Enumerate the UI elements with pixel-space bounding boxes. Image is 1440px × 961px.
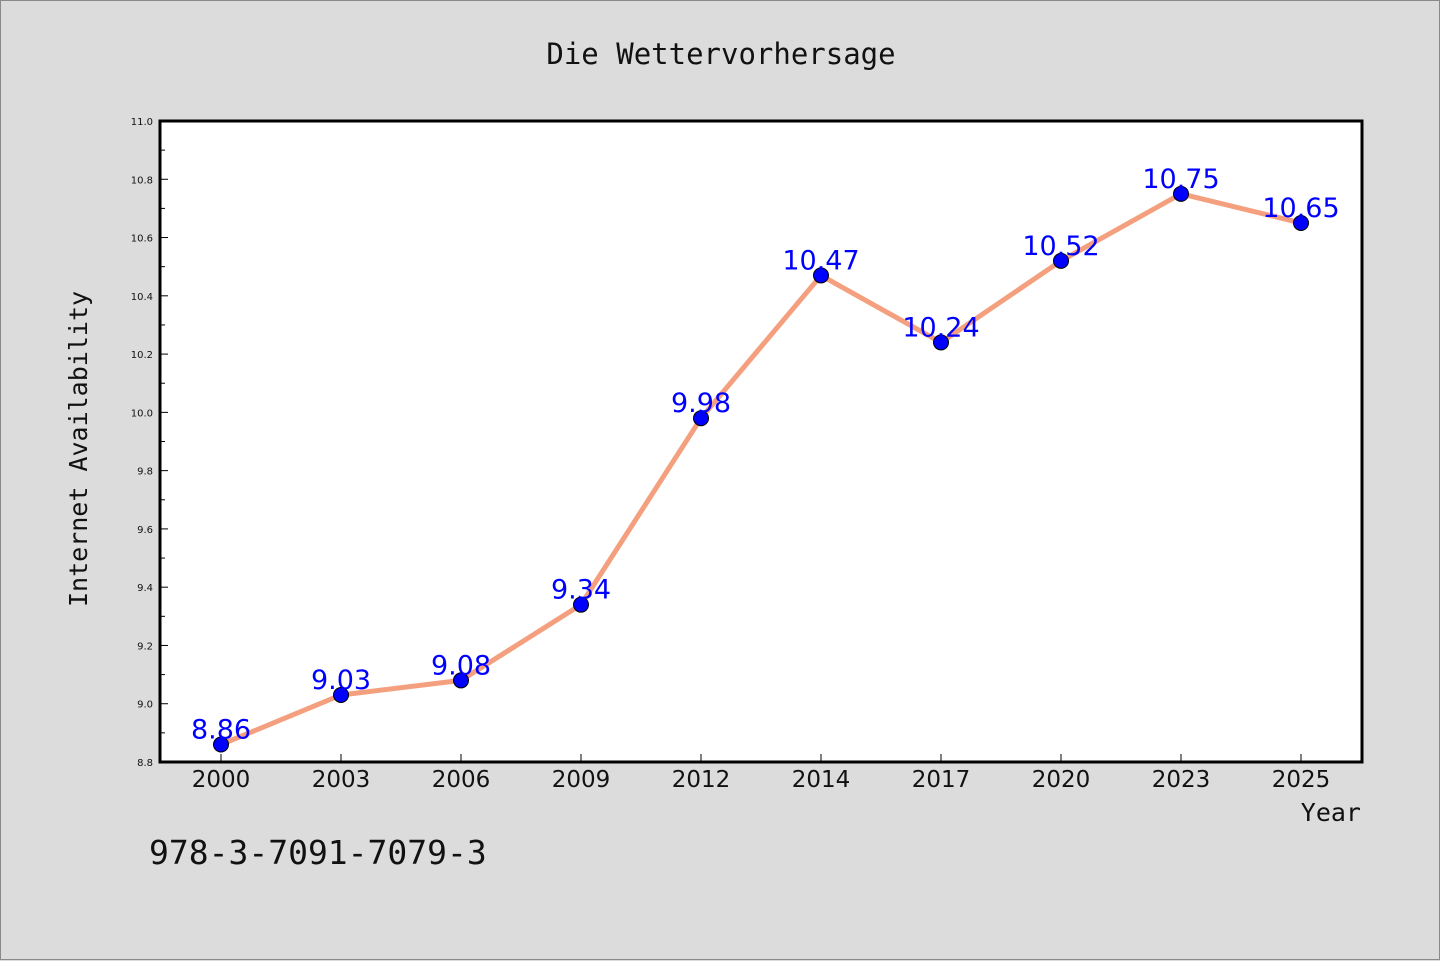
- y-tick-label: 10.0: [131, 408, 153, 419]
- y-axis: 8.8 9.0 9.2 9.4 9.6 9.8 10.0 10.2 10.4 10.6 10.8 11…: [131, 117, 168, 769]
- y-tick-label: 9.2: [137, 641, 153, 652]
- x-tick-label: 2017: [912, 767, 971, 793]
- x-tick-label: 2000: [192, 767, 251, 793]
- y-tick-label: 10.8: [131, 175, 153, 186]
- y-tick-label: 11.0: [131, 117, 153, 128]
- y-tick-label: 8.8: [137, 758, 153, 769]
- x-axis: 2000 2003 2006 2009 2012 2014 2017 2020 2023 2025: [192, 754, 1331, 793]
- series-layer: 8.86 9.03 9.08 9.34 9.98 10.47 10.24 10.52 10.75…: [191, 164, 1340, 753]
- data-point-marker: [813, 267, 829, 284]
- data-label: 9.03: [311, 665, 371, 696]
- y-tick-label: 10.4: [131, 292, 153, 303]
- x-tick-label: 2006: [432, 767, 491, 793]
- x-tick-label: 2003: [312, 767, 371, 793]
- data-label: 9.98: [671, 388, 731, 419]
- data-label: 9.34: [551, 575, 611, 606]
- data-label: 10.52: [1022, 231, 1099, 262]
- x-tick-label: 2009: [552, 767, 611, 793]
- data-label: 10.47: [782, 245, 859, 276]
- data-point-marker: [693, 410, 709, 427]
- y-tick-label: 9.0: [137, 700, 153, 711]
- data-point-marker: [573, 596, 589, 613]
- data-point-marker: [1173, 185, 1189, 202]
- x-tick-label: 2012: [672, 767, 731, 793]
- data-point-marker: [333, 686, 349, 703]
- y-tick-label: 9.4: [137, 583, 153, 594]
- x-tick-label: 2023: [1152, 767, 1211, 793]
- data-label: 8.86: [191, 715, 251, 746]
- y-tick-label: 10.2: [131, 350, 153, 361]
- x-tick-label: 2014: [792, 767, 851, 793]
- data-point-marker: [453, 672, 469, 689]
- x-tick-label: 2025: [1272, 767, 1331, 793]
- data-point-marker: [213, 736, 229, 753]
- data-label: 10.75: [1142, 164, 1219, 195]
- plot-area: [158, 119, 1364, 764]
- chart-title: Die Wettervorhersage: [546, 37, 895, 71]
- x-axis-label: Year: [1301, 798, 1361, 827]
- data-label: 10.65: [1262, 193, 1339, 224]
- y-axis-label: Internet Availability: [64, 291, 93, 607]
- y-tick-label: 10.6: [131, 234, 153, 245]
- data-point-marker: [1053, 252, 1069, 269]
- data-point-marker: [933, 334, 949, 351]
- series-line: [218, 191, 1304, 748]
- footer-code: 978-3-7091-7079-3: [149, 833, 487, 872]
- data-label: 9.08: [431, 650, 491, 681]
- y-tick-label: 9.8: [137, 467, 153, 478]
- y-tick-label: 9.6: [137, 525, 153, 536]
- data-point-marker: [1293, 214, 1309, 231]
- data-label: 10.24: [902, 312, 979, 343]
- x-tick-label: 2020: [1032, 767, 1091, 793]
